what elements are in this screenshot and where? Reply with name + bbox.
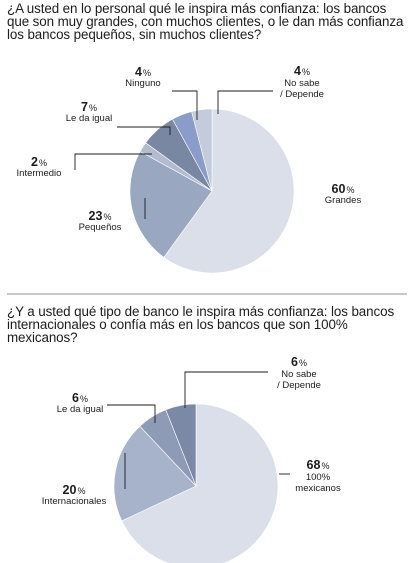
- data-label-category-no-sabe-depende: No sabe: [284, 78, 319, 89]
- leader-line: [117, 126, 171, 135]
- data-label-value-no-sabe-depende: 4%: [294, 64, 310, 78]
- leader-line: [172, 90, 198, 120]
- data-label-value-le-da-igual: 6%: [72, 391, 88, 405]
- data-label-value-le-da-igual: 7%: [81, 100, 97, 114]
- pie-slice-internacionales: [113, 425, 197, 522]
- question-2: ¿Y a usted qué tipo de banco le inspira …: [7, 304, 395, 345]
- data-label-value-no-sabe-depende: 6%: [291, 355, 307, 369]
- data-label-value-intermedio: 2%: [31, 155, 47, 169]
- leader-line: [217, 90, 273, 114]
- pie-slice-no-sabe-depende: [191, 108, 213, 192]
- pie-slice-pequeños: [129, 151, 213, 258]
- data-label-category-100-mexicanos: 100%: [306, 472, 331, 483]
- data-label-category-internacionales: Internacionales: [42, 496, 107, 507]
- data-label-category-no-sabe-depende: No sabe: [281, 369, 316, 380]
- pie-slice-grandes: [163, 108, 295, 274]
- data-label-category-pequeños: Pequeños: [79, 222, 122, 233]
- leader-line: [74, 153, 152, 170]
- leader-line: [107, 404, 156, 423]
- data-label-category-le-da-igual: Le da igual: [66, 113, 112, 124]
- question-1: ¿A usted en lo personal qué le inspira m…: [7, 1, 404, 42]
- data-label-value-grandes: 60%: [332, 182, 355, 196]
- data-label-category-intermedio: Intermedio: [17, 168, 62, 179]
- data-label-category-grandes: Grandes: [325, 195, 362, 206]
- data-label-value-pequeños: 23%: [89, 209, 112, 223]
- data-label-category-no-sabe-depende: / Depende: [277, 380, 321, 391]
- data-label-category-le-da-igual: Le da igual: [57, 404, 103, 415]
- data-label-value-internacionales: 20%: [63, 483, 86, 497]
- pie-chart-1: 60%Grandes 23%Pequeños 2%Intermedio 7%Le da…: [17, 64, 362, 274]
- pie-slice-no-sabe-depende: [165, 403, 197, 487]
- data-label-category-ninguno: Ninguno: [125, 78, 160, 89]
- section-divider: [7, 293, 407, 295]
- leader-line: [184, 371, 268, 408]
- data-label-category-100-mexicanos: mexicanos: [295, 483, 341, 494]
- pie-slice-100-mexicanos: [121, 403, 279, 563]
- data-label-value-100-mexicanos: 68%: [307, 458, 330, 472]
- data-label-value-ninguno: 4%: [135, 65, 151, 79]
- data-label-category-no-sabe-depende: / Depende: [280, 89, 324, 100]
